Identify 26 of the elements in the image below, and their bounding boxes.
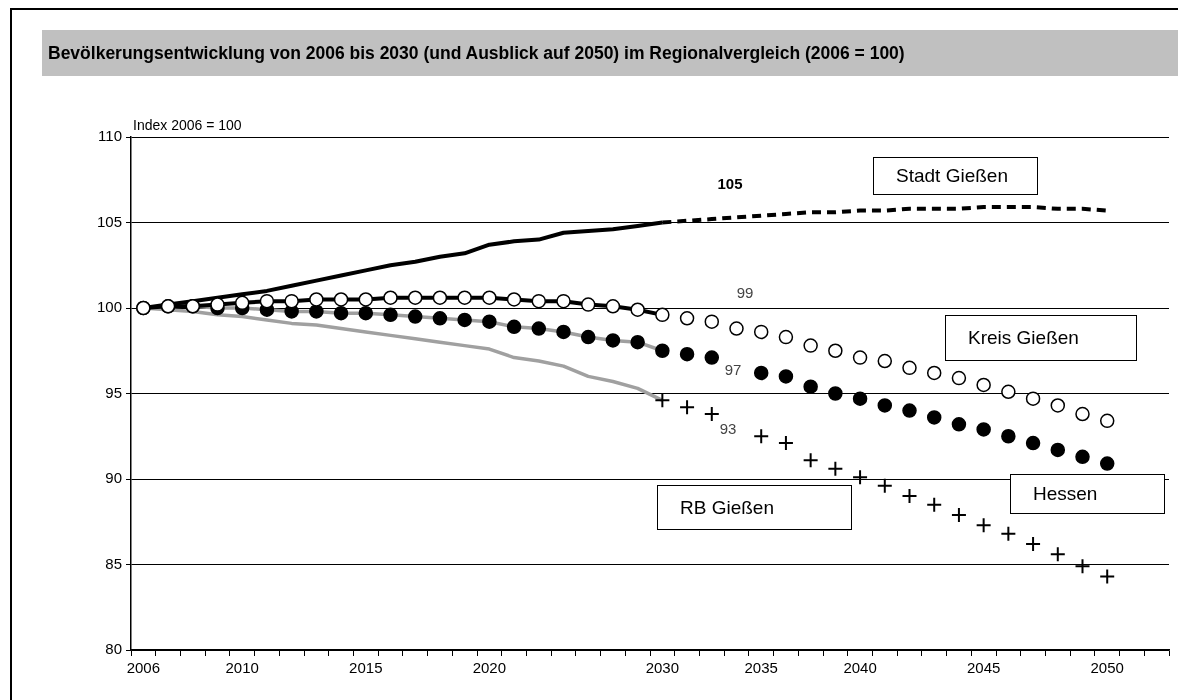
y-axis-title: Index 2006 = 100	[133, 116, 242, 133]
y-tick-label: 95	[105, 383, 122, 401]
label-box: Kreis Gießen	[945, 315, 1137, 361]
label-box: Stadt Gießen	[873, 157, 1038, 195]
x-tick-label: 2050	[1090, 659, 1124, 677]
x-tick-label: 2006	[126, 659, 161, 677]
x-tick-label: 2010	[225, 659, 259, 677]
annotation: 93	[719, 420, 737, 438]
y-tick-label: 85	[105, 554, 122, 572]
annotation: 99	[736, 284, 754, 302]
y-tick-label: 100	[96, 298, 122, 316]
y-tick-label: 110	[98, 127, 122, 145]
label-box: RB Gießen	[657, 485, 852, 530]
label-box: Hessen	[1010, 474, 1165, 514]
y-tick-label: 80	[105, 640, 122, 658]
y-tick-label: 105	[96, 212, 122, 230]
annotation: 97	[724, 361, 742, 379]
chart-title: Bevölkerungsentwicklung von 2006 bis 2030 (und Ausblick auf 2050) im Regionalvergleich (2006 = 100)	[42, 30, 1178, 76]
x-tick-label: 2015	[349, 659, 383, 677]
x-tick-label: 2030	[645, 659, 680, 677]
x-tick-label: 2020	[472, 659, 507, 677]
y-tick-label: 90	[105, 469, 122, 487]
x-tick-label: 2035	[744, 659, 778, 677]
annotation: 105	[717, 175, 743, 193]
x-tick-label: 2045	[966, 659, 1001, 677]
x-tick-label: 2040	[843, 659, 877, 677]
